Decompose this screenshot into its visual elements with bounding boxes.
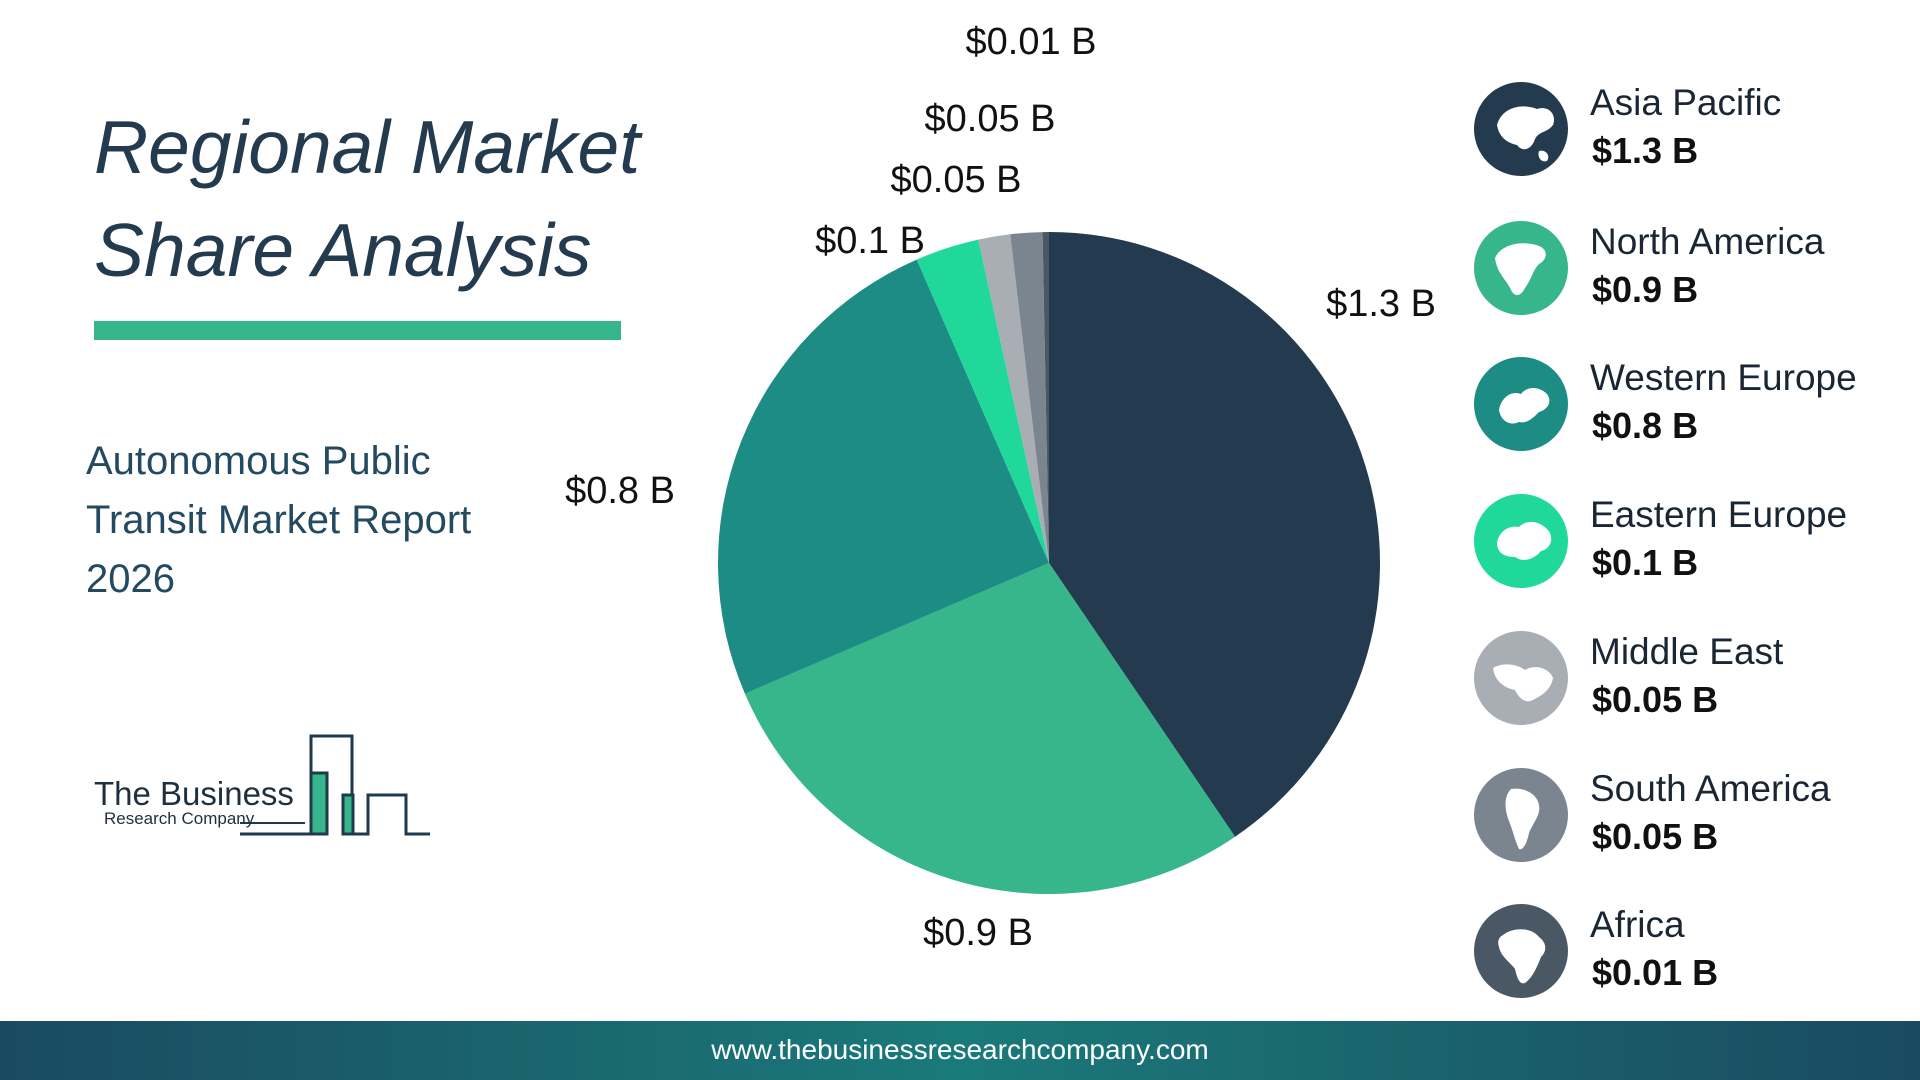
legend-item-western-europe: Western Europe $0.8 B (1474, 357, 1914, 453)
legend-region-name: Africa (1590, 904, 1685, 945)
data-label-middle-east: $0.05 B (891, 159, 1022, 201)
pie-slice-asia-pacific (1049, 232, 1380, 837)
legend-item-middle-east: Middle East $0.05 B (1474, 631, 1914, 727)
pie-slice-eastern-europe (916, 239, 1049, 564)
legend-item-south-america: South America $0.05 B (1474, 768, 1914, 864)
legend-region-value: $0.01 B (1592, 952, 1719, 993)
legend-item-asia-pacific: Asia Pacific $1.3 B (1474, 82, 1914, 178)
legend-region-name: South America (1590, 768, 1831, 809)
middle-east-map-icon (1474, 631, 1568, 725)
page-title: Regional Market Share Analysis (94, 96, 694, 302)
pie-slice-middle-east (978, 234, 1049, 563)
legend-item-africa: Africa $0.01 B (1474, 904, 1914, 1000)
title-line-1: Regional Market (94, 105, 641, 189)
western-europe-map-icon (1474, 357, 1568, 451)
title-underline (94, 321, 621, 340)
company-logo: The Business Research Company (90, 728, 440, 838)
pie-slice-western-europe (718, 259, 1049, 694)
legend-region-name: North America (1590, 221, 1825, 262)
footer-url[interactable]: www.thebusinessresearchcompany.com (711, 1034, 1209, 1065)
legend-region-value: $0.05 B (1592, 816, 1719, 857)
legend-region-value: $0.05 B (1592, 679, 1719, 720)
data-label-south-america: $0.05 B (925, 98, 1056, 140)
north-america-map-icon (1474, 221, 1568, 315)
legend-region-name: Western Europe (1590, 357, 1857, 398)
pie-slice-north-america (744, 563, 1236, 894)
south-america-map-icon (1474, 768, 1568, 862)
legend-region-name: Asia Pacific (1590, 82, 1782, 123)
legend-region-name: Middle East (1590, 631, 1784, 672)
legend-region-value: $0.8 B (1592, 405, 1699, 446)
data-label-africa: $0.01 B (966, 21, 1097, 63)
legend-region-value: $1.3 B (1592, 130, 1699, 171)
data-label-north-america: $0.9 B (923, 912, 1033, 954)
legend-item-north-america: North America $0.9 B (1474, 221, 1914, 317)
eastern-europe-map-icon (1474, 494, 1568, 588)
logo-bars-icon (240, 734, 430, 836)
data-label-western-europe: $0.8 B (565, 470, 675, 512)
legend-region-name: Eastern Europe (1590, 494, 1848, 535)
pie-slice-africa (1042, 232, 1049, 563)
data-label-eastern-europe: $0.1 B (815, 220, 925, 262)
asia-map-icon (1474, 82, 1568, 176)
legend-region-value: $0.1 B (1592, 542, 1699, 583)
title-line-2: Share Analysis (94, 208, 592, 292)
logo-text-main: The Business (94, 775, 294, 812)
logo-text-sub: Research Company (104, 809, 255, 828)
legend-item-eastern-europe: Eastern Europe $0.1 B (1474, 494, 1914, 590)
legend-region-value: $0.9 B (1592, 269, 1699, 310)
pie-slice-south-america (1010, 232, 1049, 563)
africa-map-icon (1474, 904, 1568, 998)
data-label-asia-pacific: $1.3 B (1326, 283, 1436, 325)
footer-bar: www.thebusinessresearchcompany.com (0, 1021, 1920, 1080)
report-subtitle: Autonomous Public Transit Market Report … (86, 439, 472, 601)
